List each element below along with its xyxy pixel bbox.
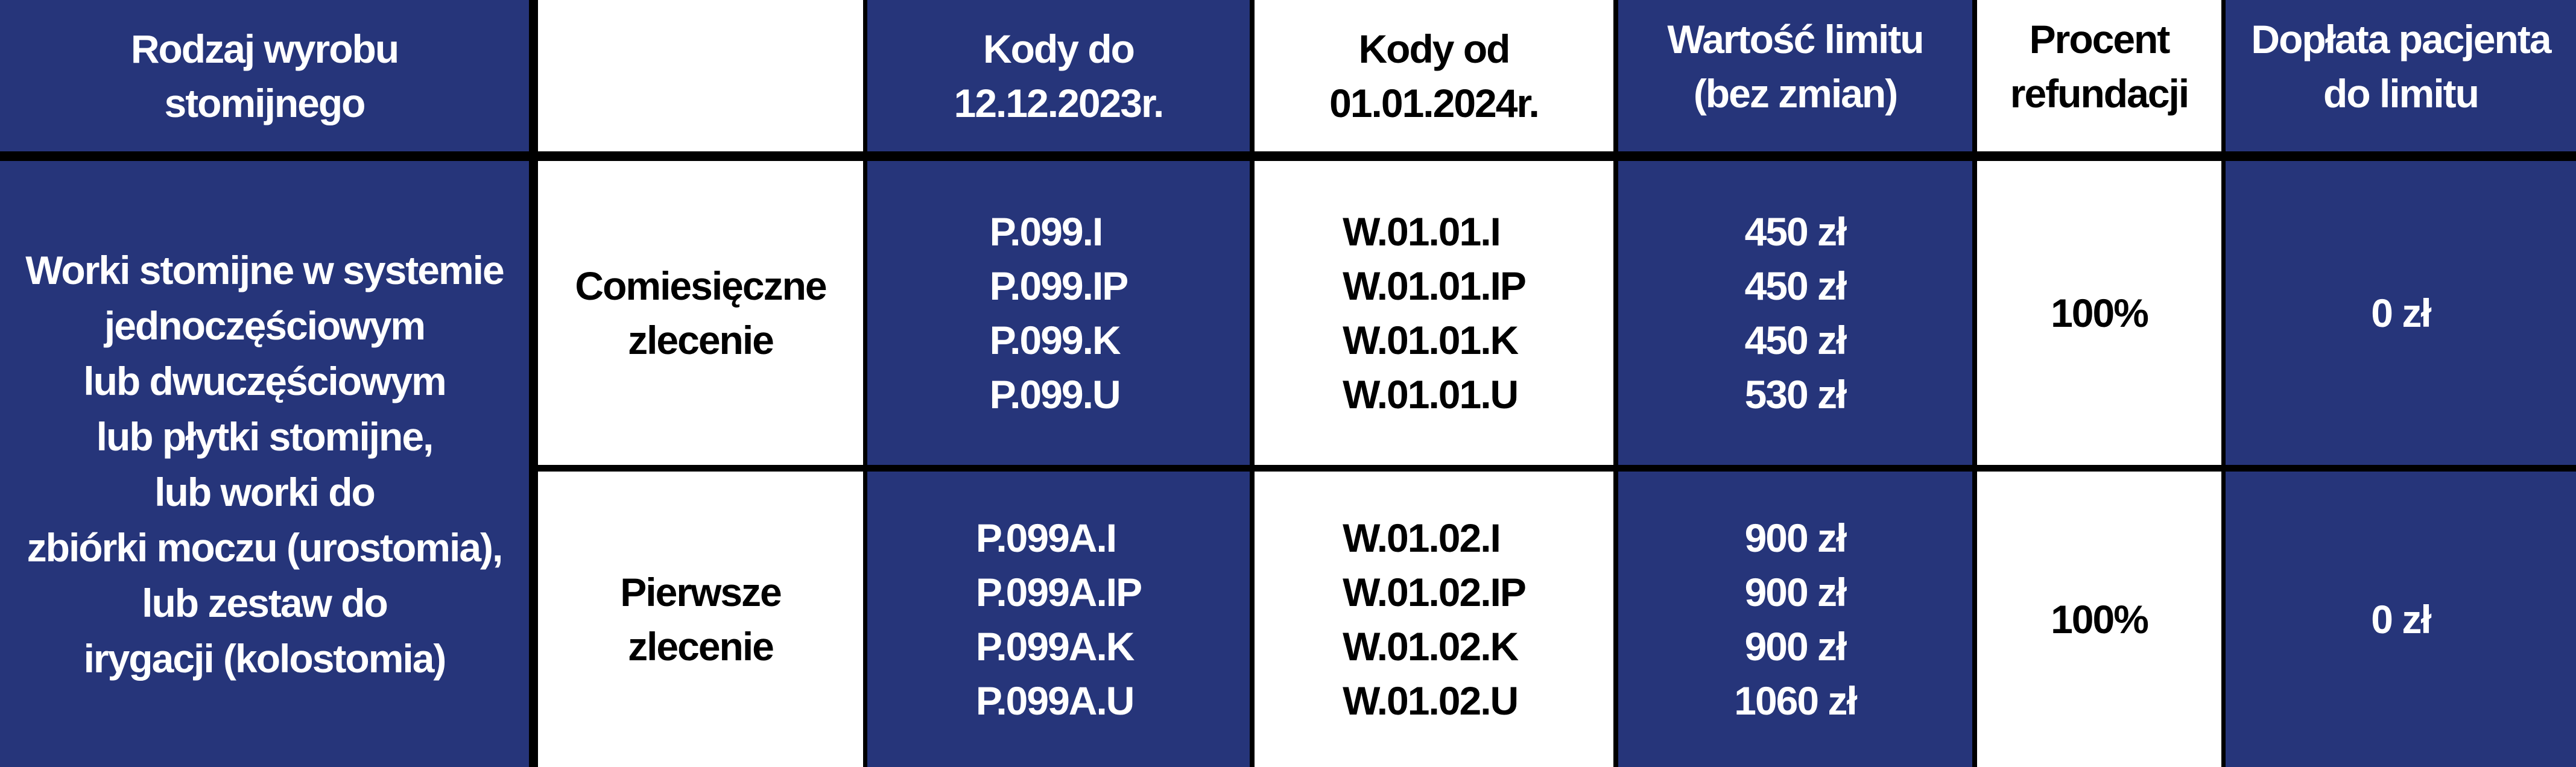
limit-value: 450 zł [1744,209,1847,254]
header-text: stomijnego [164,80,366,125]
row-first-limits: 900 zł 900 zł 900 zł 1060 zł [1618,472,1972,767]
header-text: 01.01.2024r. [1329,80,1540,125]
refund-percent: 100% [2051,597,2149,642]
row-first-order-type: Pierwsze zlecenie [538,472,863,767]
row-monthly-limits: 450 zł 450 zł 450 zł 530 zł [1618,161,1972,465]
code: P.099A.K [975,624,1135,669]
code: P.099.K [989,318,1121,362]
description-line: jednoczęściowym [104,303,426,348]
code: P.099A.I [975,516,1117,560]
code: W.01.02.IP [1343,570,1527,614]
description-line: lub dwuczęściowym [83,358,446,403]
code: P.099A.U [975,678,1135,723]
header-text: Rodzaj wyrobu [130,26,399,71]
description-line: lub płytki stomijne, [96,414,434,459]
header-text: (bez zmian) [1693,71,1898,116]
row-monthly-refund: 100% [1977,161,2221,465]
header-text: 12.12.2023r. [954,80,1165,125]
description-line: Worki stomijne w systemie [25,247,504,292]
limit-value: 900 zł [1744,570,1847,614]
refund-percent: 100% [2051,291,2149,335]
code: P.099.IP [989,264,1129,308]
order-type-text: Comiesięczne [575,264,827,308]
limit-value: 900 zł [1744,624,1847,669]
code: W.01.01.U [1343,372,1519,417]
code: W.01.02.U [1343,678,1519,723]
row-first-refund: 100% [1977,472,2221,767]
order-type-text: zlecenie [628,624,774,669]
header-product-type: Rodzaj wyrobu stomijnego [0,0,529,151]
header-text: refundacji [2010,71,2189,116]
row-first-codes-from: W.01.02.I W.01.02.IP W.01.02.K W.01.02.U [1255,472,1613,767]
header-text: do limitu [2323,71,2479,116]
header-patient-copay: Dopłata pacjenta do limitu [2226,0,2576,151]
code: W.01.01.K [1343,318,1519,362]
code: W.01.01.IP [1343,264,1527,308]
order-type-text: Pierwsze [620,570,782,614]
limit-value: 530 zł [1744,372,1847,417]
code: P.099.U [989,372,1121,417]
limit-value: 900 zł [1744,516,1847,560]
patient-copay: 0 zł [2371,291,2431,335]
header-text: Kody do [983,26,1135,71]
product-description: Worki stomijne w systemie jednoczęściowy… [0,161,529,767]
description-line: irygacji (kolostomia) [83,636,447,681]
row-monthly-codes-until: P.099.I P.099.IP P.099.K P.099.U [867,161,1250,465]
header-codes-until: Kody do 12.12.2023r. [867,0,1250,151]
description-line: lub zestaw do [142,580,388,625]
row-monthly-copay: 0 zł [2226,161,2576,465]
limit-value: 450 zł [1744,318,1847,362]
limit-value: 450 zł [1744,264,1847,308]
row-monthly-codes-from: W.01.01.I W.01.01.IP W.01.01.K W.01.01.U [1255,161,1613,465]
code: W.01.02.K [1343,624,1519,669]
header-refund-percent: Procent refundacji [1977,0,2221,151]
row-first-copay: 0 zł [2226,472,2576,767]
header-text: Kody od [1358,26,1511,71]
row-monthly-order-type: Comiesięczne zlecenie [538,161,863,465]
header-text: Wartość limitu [1667,17,1924,62]
row-first-codes-until: P.099A.I P.099A.IP P.099A.K P.099A.U [867,472,1250,767]
header-order-type [538,0,863,151]
header-text: Dopłata pacjenta [2251,17,2551,62]
limit-value: 1060 zł [1734,678,1857,723]
header-limit-value: Wartość limitu (bez zmian) [1618,0,1972,151]
description-line: lub worki do [154,469,376,514]
code: P.099.I [989,209,1104,254]
description-line: zbiórki moczu (urostomia), [27,525,504,570]
code: W.01.01.I [1343,209,1501,254]
header-codes-from: Kody od 01.01.2024r. [1255,0,1613,151]
code: P.099A.IP [975,570,1142,614]
code: W.01.02.I [1343,516,1501,560]
patient-copay: 0 zł [2371,597,2431,642]
header-text: Procent [2029,17,2171,62]
order-type-text: zlecenie [628,318,774,362]
